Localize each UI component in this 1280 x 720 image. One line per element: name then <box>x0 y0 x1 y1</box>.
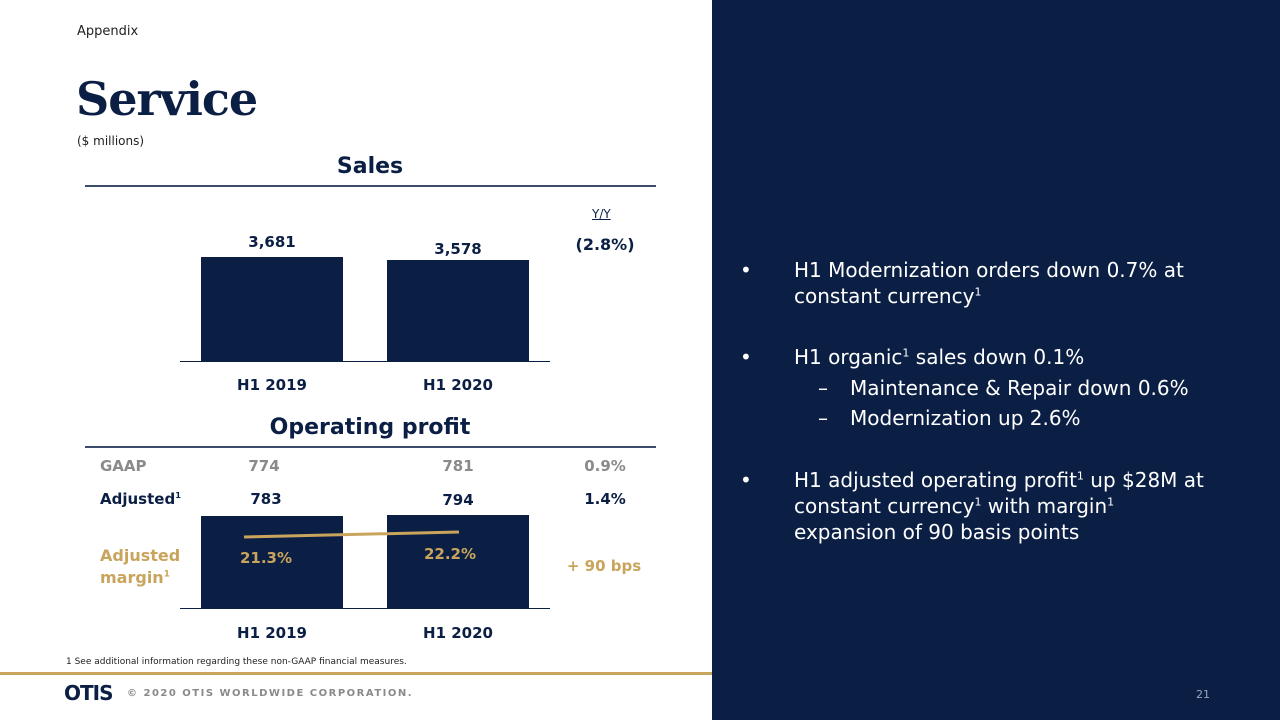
section-label: Appendix <box>77 24 139 39</box>
sales-yoy: (2.8%) <box>575 235 635 254</box>
margin-change: + 90 bps <box>566 557 642 575</box>
adjusted-label: Adjusted1 <box>100 490 181 508</box>
op-bar-h1-2020 <box>387 514 529 608</box>
sales-bar-h1-2020 <box>387 259 529 361</box>
sales-rule <box>85 185 656 187</box>
bullet-list: • H1 Modernization orders down 0.7% at co… <box>740 257 1260 557</box>
gaap-value: 774 <box>248 457 280 475</box>
margin-value-label: 21.3% <box>239 549 293 567</box>
gaap-label: GAAP <box>100 457 147 475</box>
op-rule <box>85 446 656 448</box>
op-x-label: H1 2019 <box>237 624 307 642</box>
right-panel <box>712 0 1280 720</box>
sales-title: Sales <box>336 154 404 179</box>
yoy-header: Y/Y <box>592 207 611 221</box>
bullet-dot: • <box>740 468 752 492</box>
sub-bullet-maintenance: Maintenance & Repair down 0.6% <box>850 376 1189 400</box>
dash: – <box>818 376 828 400</box>
bullet-dot: • <box>740 345 752 369</box>
op-baseline <box>180 608 550 609</box>
bullet-1: H1 Modernization orders down 0.7% at cons… <box>794 258 1184 308</box>
sales-bar-h1-2019 <box>201 257 343 361</box>
adjusted-value: 794 <box>442 490 474 509</box>
bullet-2: H1 organic1 sales down 0.1% <box>794 345 1085 369</box>
margin-label: Adjusted margin1 <box>100 546 181 587</box>
adjusted-change: 1.4% <box>584 490 626 508</box>
sales-x-label: H1 2020 <box>423 376 493 394</box>
bullet-3: H1 adjusted operating profit1 up $28M at… <box>794 468 1204 544</box>
bullet-dot: • <box>740 258 752 282</box>
footer-divider <box>0 672 712 675</box>
sub-bullet-modernization: Modernization up 2.6% <box>850 406 1081 430</box>
margin-line-svg <box>243 530 460 539</box>
sales-baseline <box>180 361 550 362</box>
units-label: ($ millions) <box>77 134 145 148</box>
margin-value-label: 22.2% <box>423 545 477 563</box>
footnote: 1 See additional information regarding t… <box>66 657 407 667</box>
adjusted-value: 783 <box>250 490 282 508</box>
page-title: Service <box>76 72 258 126</box>
sales-value-label: 3,578 <box>434 239 482 258</box>
op-x-label: H1 2020 <box>423 624 493 642</box>
sales-value-label: 3,681 <box>248 233 296 251</box>
dash: – <box>818 406 828 430</box>
gaap-change: 0.9% <box>584 457 626 475</box>
otis-logo: OTIS <box>64 681 113 705</box>
margin-line <box>243 530 460 539</box>
op-bar-h1-2019 <box>201 516 343 608</box>
op-title: Operating profit <box>269 415 471 440</box>
copyright: © 2020 OTIS WORLDWIDE CORPORATION. <box>127 688 414 699</box>
sales-x-label: H1 2019 <box>237 376 307 394</box>
gaap-value: 781 <box>442 457 474 475</box>
page-number: 21 <box>1196 688 1210 701</box>
